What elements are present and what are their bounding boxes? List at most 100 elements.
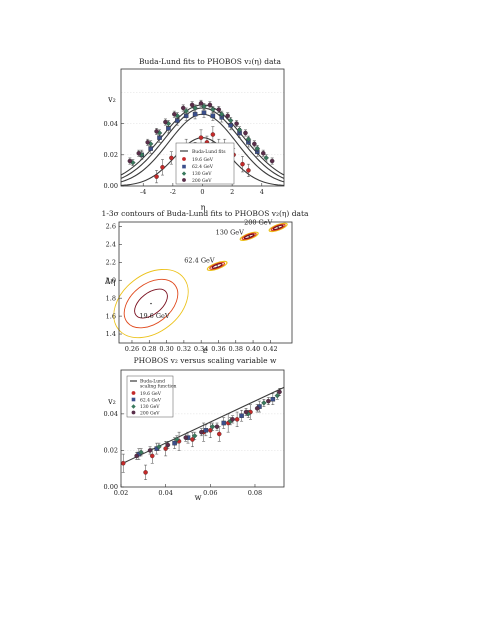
chart1-xtick-label-2: 0 — [200, 188, 204, 196]
chart1-ytick-label-2: 0.04 — [104, 120, 118, 128]
data-point-3-6 — [180, 105, 186, 111]
data-point-2-9 — [210, 106, 216, 113]
contour-0-sigma-1 — [134, 288, 168, 319]
chart1-legend: Buda-Lund fits 19.6 GeV 62.4 GeV 130 GeV… — [175, 142, 235, 185]
chart1-legend-entry-200gev: 200 GeV — [192, 178, 212, 184]
data-point-1-4 — [203, 428, 209, 433]
chart3-legend-box — [126, 375, 174, 418]
data-point-3-7 — [189, 102, 195, 108]
chart2-ytick-label-1: 1.6 — [106, 312, 116, 320]
data-point-2-7 — [261, 400, 267, 406]
chart1-legend-marker-19gev — [182, 157, 186, 161]
chart3-legend-marker-200gev — [131, 410, 136, 415]
chart2-ytick-label-4: 2.2 — [106, 259, 116, 267]
data-point-3-2 — [145, 140, 150, 145]
data-point-3-1 — [147, 448, 153, 453]
data-point-3-8 — [198, 101, 204, 106]
chart1-xtick-label-1: -2 — [170, 188, 176, 196]
contour-3-sigma-1 — [272, 224, 284, 231]
data-point-0-6 — [198, 135, 204, 140]
chart3-ticks: 0.02 0.04 0.06 0.080.000.020.04 — [104, 410, 263, 497]
data-point-0-13 — [246, 168, 251, 173]
chart2-contour-ellipses: 19.6 GeV 62.4 GeV 130 GeV 200 GeV — [113, 219, 288, 339]
data-point-3-0 — [127, 158, 133, 164]
data-point-2-12 — [236, 127, 243, 133]
chart2-xlabel: ε — [203, 346, 207, 355]
contour-2-sigma-1 — [243, 233, 255, 240]
contour-center-2 — [248, 235, 250, 238]
data-point-0-2 — [169, 155, 174, 161]
data-point-2-3 — [191, 433, 198, 439]
data-point-3-0 — [134, 453, 139, 459]
chart3-legend-entry-budalund: Buda-Lund — [140, 379, 165, 385]
chart3-ytick-label-0: 0.00 — [104, 483, 118, 491]
data-point-3-14 — [252, 141, 257, 147]
data-point-3-3 — [183, 435, 189, 440]
data-point-3-4 — [163, 119, 168, 125]
data-point-1-8 — [210, 113, 216, 119]
contour-0-sigma-3 — [113, 268, 189, 339]
data-point-1-7 — [201, 110, 207, 115]
data-point-2-8 — [201, 103, 207, 110]
contour-1-sigma-2 — [209, 261, 226, 270]
chart2-xtick-label-2: 0.30 — [159, 345, 173, 353]
contour-3-sigma-3 — [268, 222, 288, 233]
chart1-ytick-label-0: 0.00 — [104, 182, 118, 190]
data-point-3-4 — [199, 429, 204, 435]
chart-contours: 1-3σ contours of Buda-Lund fits to PHOBO… — [102, 209, 309, 355]
data-point-3-9 — [207, 102, 213, 108]
chart3-ytick-label-2: 0.04 — [104, 410, 118, 418]
chart3-xtick-label-1: 0.04 — [158, 489, 172, 497]
chart3-legend-entry-130gev: 130 GeV — [140, 404, 160, 410]
chart3-ytick-label-1: 0.02 — [104, 447, 118, 455]
chart3-legend-entry-200gev: 200 GeV — [140, 411, 160, 417]
data-point-2-13 — [245, 136, 252, 142]
data-point-0-8 — [210, 132, 216, 137]
chart3-legend-marker-62gev — [131, 397, 136, 402]
chart2-xtick-label-1: 0.28 — [142, 345, 156, 353]
chart1-title: Buda-Lund fits to PHOBOS v₂(η) data — [139, 57, 281, 66]
chart3-legend: Buda-Lund scaling function 19.6 GeV 62.4… — [126, 375, 177, 418]
chart2-xtick-label-8: 0.42 — [263, 345, 277, 353]
chart2-ytick-label-3: 2.0 — [106, 276, 116, 284]
contour-center-1 — [216, 265, 218, 267]
data-point-3-15 — [261, 150, 266, 156]
data-point-3-16 — [269, 158, 275, 164]
contour-0-sigma-2 — [123, 278, 179, 329]
chart2-ytick-label-5: 2.4 — [106, 241, 116, 249]
contour-3-sigma-2 — [270, 223, 286, 232]
chart1-legend-entry-130gev: 130 GeV — [192, 171, 212, 177]
data-point-1-6 — [239, 413, 244, 418]
chart2-xtick-label-6: 0.38 — [229, 345, 243, 353]
contour-center-3 — [277, 226, 279, 229]
data-point-0-12 — [240, 161, 245, 167]
data-point-2-2 — [174, 436, 180, 443]
data-point-2-10 — [219, 111, 225, 117]
contour-2-sigma-2 — [241, 232, 257, 241]
chart2-xtick-label-5: 0.36 — [211, 345, 225, 353]
data-point-0-2 — [150, 453, 155, 459]
chart1-data-points — [127, 99, 275, 184]
chart3-legend-entry-19gev: 19.6 GeV — [140, 391, 162, 397]
chart3-data-points — [120, 388, 282, 480]
chart2-plot-frame — [118, 221, 293, 344]
contour-1-sigma-3 — [206, 260, 228, 272]
data-point-2-15 — [263, 155, 269, 161]
chart1-legend-marker-200gev — [182, 178, 186, 182]
chart3-legend-marker-19gev — [131, 391, 136, 395]
data-point-0-10 — [234, 417, 240, 422]
data-point-2-6 — [183, 108, 189, 114]
chart2-xtick-label-7: 0.40 — [246, 345, 260, 353]
data-point-1-6 — [192, 111, 198, 117]
data-point-2-8 — [274, 392, 281, 399]
chart2-xtick-label-0: 0.26 — [125, 345, 139, 353]
chart1-legend-box — [175, 142, 235, 185]
chart1-legend-entry-19gev: 19.6 GeV — [192, 157, 214, 163]
data-point-2-7 — [192, 105, 198, 111]
chart2-title: 1-3σ contours of Buda-Lund fits to PHOBO… — [102, 209, 309, 218]
chart1-legend-marker-62gev — [182, 164, 186, 169]
data-point-0-0 — [154, 174, 159, 179]
data-point-1-5 — [221, 420, 226, 426]
chart3-title: PHOBOS v₂ versus scaling variable w — [134, 356, 277, 365]
